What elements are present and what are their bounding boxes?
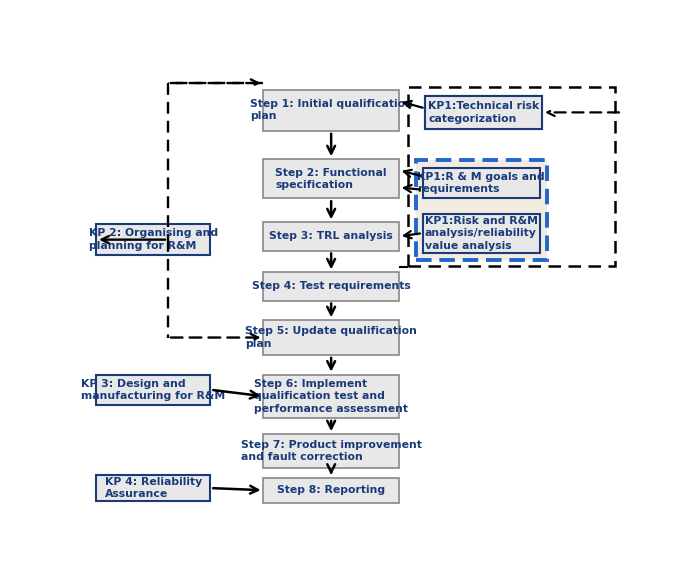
Text: Step 1: Initial qualification
plan: Step 1: Initial qualification plan (250, 99, 412, 121)
FancyBboxPatch shape (264, 320, 399, 355)
Text: KP 4: Reliability
Assurance: KP 4: Reliability Assurance (105, 477, 202, 499)
FancyBboxPatch shape (416, 160, 547, 260)
Text: Step 6: Implement
qualification test and
performance assessment: Step 6: Implement qualification test and… (254, 379, 408, 414)
Text: Step 2: Functional
specification: Step 2: Functional specification (275, 168, 387, 190)
FancyBboxPatch shape (264, 375, 399, 418)
Text: KP 2: Organising and
planning for R&M: KP 2: Organising and planning for R&M (89, 228, 218, 251)
FancyBboxPatch shape (96, 375, 210, 405)
FancyBboxPatch shape (423, 168, 540, 198)
FancyBboxPatch shape (264, 434, 399, 468)
Text: Step 5: Update qualification
plan: Step 5: Update qualification plan (245, 327, 417, 349)
FancyBboxPatch shape (96, 475, 210, 501)
FancyBboxPatch shape (96, 224, 210, 255)
FancyBboxPatch shape (264, 477, 399, 503)
Text: Step 3: TRL analysis: Step 3: TRL analysis (269, 232, 393, 241)
FancyBboxPatch shape (425, 96, 543, 129)
FancyBboxPatch shape (264, 159, 399, 198)
Text: Step 4: Test requirements: Step 4: Test requirements (252, 281, 410, 292)
FancyBboxPatch shape (264, 89, 399, 131)
Text: KP1:Risk and R&M
analysis/reliability
value analysis: KP1:Risk and R&M analysis/reliability va… (425, 216, 538, 250)
Text: Step 7: Product improvement
and fault correction: Step 7: Product improvement and fault co… (240, 440, 421, 462)
FancyBboxPatch shape (423, 214, 540, 253)
Text: KP 3: Design and
manufacturing for R&M: KP 3: Design and manufacturing for R&M (82, 379, 225, 401)
FancyBboxPatch shape (264, 272, 399, 301)
FancyBboxPatch shape (425, 96, 543, 129)
FancyBboxPatch shape (264, 222, 399, 250)
Text: KP1:Technical risk
categorization: KP1:Technical risk categorization (428, 101, 539, 124)
Text: KP1:R & M goals and
requirements: KP1:R & M goals and requirements (417, 172, 545, 194)
Text: KP1:Technical risk
categorization: KP1:Technical risk categorization (428, 101, 539, 124)
Text: Step 8: Reporting: Step 8: Reporting (277, 485, 385, 496)
